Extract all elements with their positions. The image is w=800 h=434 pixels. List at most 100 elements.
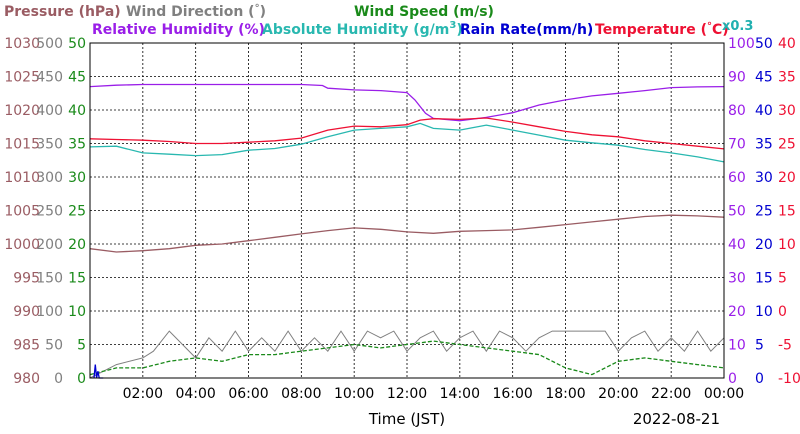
tick-label-relative-humidity: 0 (728, 371, 737, 387)
tick-label-relative-humidity: 10 (728, 338, 746, 354)
tick-label-pressure: 990 (13, 304, 40, 320)
legend-row-2: Relative Humidity (%) Absolute Humidity … (92, 19, 753, 38)
x-axis-title: Time (JST) (368, 410, 445, 428)
series-wind-speed (89, 340, 725, 376)
tick-label-relative-humidity: 20 (728, 304, 746, 320)
tick-label-rain-rate: 0 (755, 371, 764, 387)
x-tick-label: 18:00 (545, 386, 585, 402)
tick-label-temperature: 20 (778, 170, 796, 186)
tick-label-wind-speed: 15 (68, 271, 86, 287)
tick-label-relative-humidity: 30 (728, 271, 746, 287)
tick-label-pressure: 995 (13, 271, 40, 287)
x-tick-label: 16:00 (492, 386, 532, 402)
legend-wind-direction: Wind Direction (°) (126, 3, 266, 20)
tick-label-temperature: 15 (778, 204, 796, 220)
tick-label-temperature: 40 (778, 36, 796, 52)
legend-rain-rate: Rain Rate(mm/h) (460, 22, 593, 38)
tick-label-pressure: 1000 (4, 237, 40, 253)
legend-pressure: Pressure (hPa) (4, 4, 121, 20)
series-relative-humidity (89, 83, 725, 122)
tick-label-pressure: 1015 (4, 137, 40, 153)
right-axes: 1009080706050403020100504540353025201510… (728, 36, 800, 387)
x-tick-label: 08:00 (281, 386, 321, 402)
tick-label-wind-direction: 400 (36, 103, 63, 119)
tick-label-rain-rate: 15 (755, 271, 773, 287)
series-layer (89, 83, 725, 379)
tick-label-wind-direction: 50 (45, 338, 63, 354)
tick-label-pressure: 1005 (4, 204, 40, 220)
tick-label-wind-direction: 100 (36, 304, 63, 320)
tick-label-temperature: 25 (778, 137, 796, 153)
x-tick-label: 00:00 (704, 386, 744, 402)
tick-label-wind-direction: 300 (36, 170, 63, 186)
tick-label-relative-humidity: 70 (728, 137, 746, 153)
tick-label-relative-humidity: 60 (728, 170, 746, 186)
tick-label-temperature: 5 (778, 271, 787, 287)
tick-label-wind-speed: 35 (68, 137, 86, 153)
tick-label-temperature: 35 (778, 70, 796, 86)
tick-label-temperature: 10 (778, 237, 796, 253)
date-label: 2022-08-21 (633, 410, 720, 428)
tick-label-rain-rate: 45 (755, 70, 773, 86)
tick-label-pressure: 1020 (4, 103, 40, 119)
x-tick-label: 04:00 (175, 386, 215, 402)
tick-label-rain-rate: 40 (755, 103, 773, 119)
tick-label-pressure: 1025 (4, 70, 40, 86)
grid-lines (90, 43, 724, 378)
tick-label-relative-humidity: 100 (728, 36, 755, 52)
x-tick-label: 22:00 (651, 386, 691, 402)
tick-label-wind-speed: 10 (68, 304, 86, 320)
tick-label-rain-rate: 20 (755, 237, 773, 253)
tick-label-rain-rate: 30 (755, 170, 773, 186)
tick-label-wind-speed: 45 (68, 70, 86, 86)
legend-row-1: Pressure (hPa) Wind Direction (°) Wind S… (4, 3, 494, 20)
x-tick-label: 20:00 (598, 386, 638, 402)
tick-label-pressure: 980 (13, 371, 40, 387)
plot-frame (89, 42, 725, 379)
tick-label-wind-direction: 500 (36, 36, 63, 52)
series-pressure (89, 214, 725, 253)
tick-label-relative-humidity: 80 (728, 103, 746, 119)
legend-relative-humidity: Relative Humidity (%) (92, 22, 265, 38)
tick-label-wind-direction: 450 (36, 70, 63, 86)
tick-label-temperature: 30 (778, 103, 796, 119)
x-axis: 02:00 04:00 06:00 08:00 10:00 12:00 14:00 16:00… (123, 386, 745, 402)
tick-label-wind-speed: 25 (68, 204, 86, 220)
tick-label-pressure: 1030 (4, 36, 40, 52)
tick-label-relative-humidity: 90 (728, 70, 746, 86)
legend-absolute-humidity: Absolute Humidity (g/m3) (262, 20, 463, 38)
tick-label-wind-direction: 150 (36, 271, 63, 287)
tick-label-wind-direction: 200 (36, 237, 63, 253)
x-tick-label: 10:00 (334, 386, 374, 402)
series-wind-direction (89, 330, 725, 379)
x-tick-label: 06:00 (228, 386, 268, 402)
x-tick-label: 02:00 (123, 386, 163, 402)
tick-label-temperature: 0 (778, 304, 787, 320)
tick-label-rain-rate: 35 (755, 137, 773, 153)
tick-label-wind-speed: 0 (77, 371, 86, 387)
tick-label-wind-direction: 350 (36, 137, 63, 153)
tick-label-rain-rate: 25 (755, 204, 773, 220)
tick-label-temperature: -10 (778, 371, 800, 387)
tick-label-wind-direction: 0 (54, 371, 63, 387)
legend-wind-speed: Wind Speed (m/s) (354, 4, 494, 20)
tick-label-relative-humidity: 40 (728, 237, 746, 253)
tick-label-wind-direction: 250 (36, 204, 63, 220)
tick-label-temperature: -5 (778, 338, 792, 354)
tick-label-rain-rate: 10 (755, 304, 773, 320)
x-tick-label: 14:00 (440, 386, 480, 402)
tick-label-relative-humidity: 50 (728, 204, 746, 220)
series-absolute-humidity (89, 122, 725, 163)
tick-label-rain-rate: 50 (755, 36, 773, 52)
tick-label-wind-speed: 40 (68, 103, 86, 119)
tick-label-wind-speed: 5 (77, 338, 86, 354)
tick-label-wind-speed: 30 (68, 170, 86, 186)
tick-label-pressure: 1010 (4, 170, 40, 186)
tick-label-rain-rate: 5 (755, 338, 764, 354)
tick-label-wind-speed: 20 (68, 237, 86, 253)
legend-temperature: Temperature (°C) (595, 21, 729, 38)
tick-label-pressure: 985 (13, 338, 40, 354)
tick-label-wind-speed: 50 (68, 36, 86, 52)
left-axes: 1030102510201015101010051000995990985980… (4, 36, 86, 387)
